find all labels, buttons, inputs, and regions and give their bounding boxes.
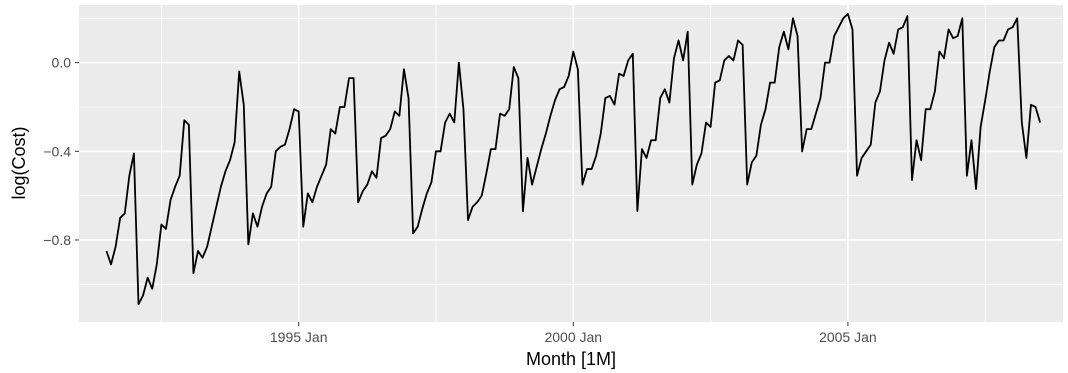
x-tick-label: 1995 Jan: [270, 329, 328, 345]
y-tick-label: 0.0: [52, 55, 72, 71]
y-tick-label: −0.8: [43, 232, 71, 248]
y-tick-label: −0.4: [43, 143, 71, 159]
series-line: [105, 12, 1041, 306]
y-axis: 0.0 −0.4 −0.8: [43, 55, 79, 248]
panel-background: [79, 5, 1063, 322]
y-axis-title: log(Cost): [9, 126, 29, 199]
x-tick-label: 2000 Jan: [544, 329, 602, 345]
x-axis: 1995 Jan 2000 Jan 2005 Jan: [270, 322, 877, 345]
x-axis-title: Month [1M]: [526, 349, 616, 369]
x-tick-label: 2005 Jan: [819, 329, 877, 345]
